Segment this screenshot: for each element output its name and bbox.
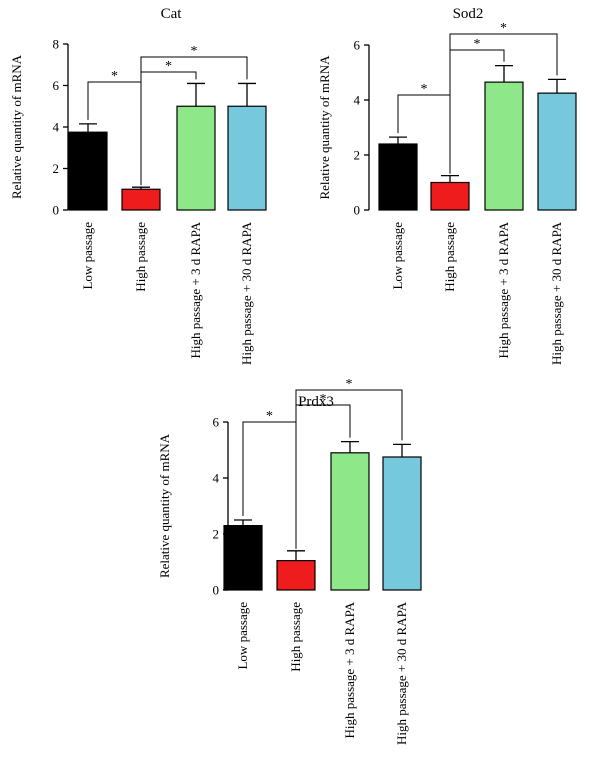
x-tick-label: High passage + 30 d RAPA	[394, 601, 409, 745]
y-tick-label: 6	[53, 78, 60, 93]
y-tick-label: 4	[354, 93, 361, 108]
chart-panel-sod2: Sod2 0 2 4 6 Relative quantity of mRNA Low pas…	[317, 6, 577, 365]
bar-4	[537, 92, 577, 211]
y-axis-title: Relative quantity of mRNA	[317, 55, 332, 200]
bar-3	[484, 81, 524, 211]
significance-label: *	[421, 82, 428, 97]
bar-4	[382, 456, 422, 591]
x-tick-label: Low passage	[80, 222, 95, 290]
significance-label: *	[111, 69, 118, 84]
bar-1	[223, 524, 263, 591]
bar-4	[227, 105, 267, 211]
x-tick-label: High passage + 3 d RAPA	[188, 221, 203, 358]
chart-title: Prdx3	[298, 394, 334, 410]
significance-label: *	[320, 392, 327, 407]
x-tick-label: High passage + 3 d RAPA	[342, 601, 357, 738]
x-tick-label: Low passage	[390, 222, 405, 290]
chart-panel-cat: Cat 0 2 4 6 8 Relative quantity of mRNA Low pas…	[9, 6, 267, 365]
x-tick-label: High passage	[133, 222, 148, 292]
y-tick-label: 4	[53, 120, 60, 135]
significance-label: *	[191, 44, 198, 59]
bar-2	[276, 559, 316, 591]
y-tick-label: 4	[213, 471, 220, 486]
significance-label: *	[266, 409, 273, 424]
x-tick-label: High passage + 3 d RAPA	[496, 221, 511, 358]
y-tick-label: 2	[354, 148, 361, 163]
y-tick-label: 6	[213, 415, 220, 430]
significance-bracket	[140, 56, 248, 186]
y-tick-label: 6	[354, 38, 361, 53]
x-tick-label: High passage	[288, 602, 303, 672]
x-tick-label: High passage + 30 d RAPA	[239, 221, 254, 365]
y-axis-title: Relative quantity of mRNA	[9, 54, 24, 199]
x-tick-label: High passage	[442, 222, 457, 292]
bar-1	[378, 143, 418, 211]
bar-2	[430, 181, 470, 211]
bar-1	[68, 131, 108, 211]
y-tick-label: 0	[354, 203, 361, 218]
y-tick-label: 0	[213, 583, 220, 598]
significance-bracket	[449, 33, 558, 174]
significance-label: *	[474, 37, 481, 52]
bar-2	[121, 188, 161, 211]
y-tick-label: 0	[53, 203, 60, 218]
y-tick-label: 8	[53, 37, 60, 52]
chart-title: Sod2	[453, 6, 484, 22]
bar-3	[330, 452, 370, 591]
y-axis-title: Relative quantity of mRNA	[157, 433, 172, 578]
x-tick-label: Low passage	[235, 602, 250, 670]
y-tick-label: 2	[53, 161, 60, 176]
y-tick-label: 2	[213, 527, 220, 542]
significance-label: *	[500, 21, 507, 36]
bar-3	[176, 105, 216, 211]
chart-title: Cat	[161, 6, 183, 22]
x-tick-label: High passage + 30 d RAPA	[549, 221, 564, 365]
significance-label: *	[165, 59, 172, 74]
significance-label: *	[346, 377, 353, 392]
significance-bracket	[295, 389, 403, 549]
chart-panel-prdx3: Prdx3 0 2 4 6 Relative quantity of mRNA Low pa…	[157, 377, 422, 745]
